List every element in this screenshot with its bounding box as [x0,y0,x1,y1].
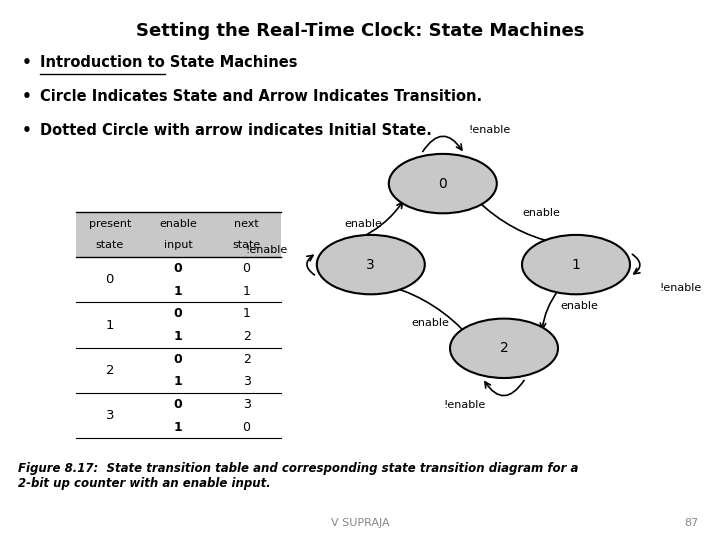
Ellipse shape [450,319,558,378]
Ellipse shape [389,154,497,213]
Ellipse shape [522,235,630,294]
Text: enable: enable [561,301,598,312]
Text: next: next [234,219,259,229]
Text: 1: 1 [174,421,183,434]
Text: •: • [22,89,32,104]
Text: 0: 0 [438,177,447,191]
Text: present: present [89,219,131,229]
Text: 0: 0 [174,353,183,366]
Text: 87: 87 [684,518,698,528]
Text: !enable: !enable [660,284,701,293]
Text: 2: 2 [243,353,251,366]
Text: 1: 1 [174,285,183,298]
Text: 2: 2 [500,341,508,355]
Text: 1: 1 [243,285,251,298]
Text: Setting the Real-Time Clock: State Machines: Setting the Real-Time Clock: State Machi… [136,22,584,39]
Text: 0: 0 [174,262,183,275]
Text: V SUPRAJA: V SUPRAJA [330,518,390,528]
Text: 2: 2 [243,330,251,343]
Text: !enable: !enable [469,125,510,134]
Bar [76,212,281,257]
Text: state: state [96,240,124,249]
Ellipse shape [317,235,425,294]
Text: •: • [22,123,32,138]
Text: 1: 1 [243,307,251,320]
Text: enable: enable [159,219,197,229]
Text: 0: 0 [174,398,183,411]
Text: Introduction to State Machines: Introduction to State Machines [40,55,297,70]
Text: 2: 2 [106,364,114,377]
Text: enable: enable [345,219,382,229]
Text: 0: 0 [243,262,251,275]
Text: 1: 1 [106,319,114,332]
Text: !enable: !enable [246,245,287,255]
Text: 3: 3 [366,258,375,272]
Text: enable: enable [523,208,561,218]
Text: 0: 0 [243,421,251,434]
Text: enable: enable [411,318,449,328]
Text: •: • [22,55,32,70]
Text: 1: 1 [174,330,183,343]
Text: Circle Indicates State and Arrow Indicates Transition.: Circle Indicates State and Arrow Indicat… [40,89,482,104]
Text: state: state [233,240,261,249]
Text: input: input [164,240,192,249]
Text: Figure 8.17:  State transition table and corresponding state transition diagram : Figure 8.17: State transition table and … [18,462,578,490]
Text: 1: 1 [572,258,580,272]
Text: 3: 3 [243,375,251,388]
Text: 3: 3 [243,398,251,411]
Text: !enable: !enable [444,400,485,410]
Text: 3: 3 [106,409,114,422]
Text: 1: 1 [174,375,183,388]
Text: 0: 0 [106,273,114,286]
Text: 0: 0 [174,307,183,320]
Text: Dotted Circle with arrow indicates Initial State.: Dotted Circle with arrow indicates Initi… [40,123,431,138]
